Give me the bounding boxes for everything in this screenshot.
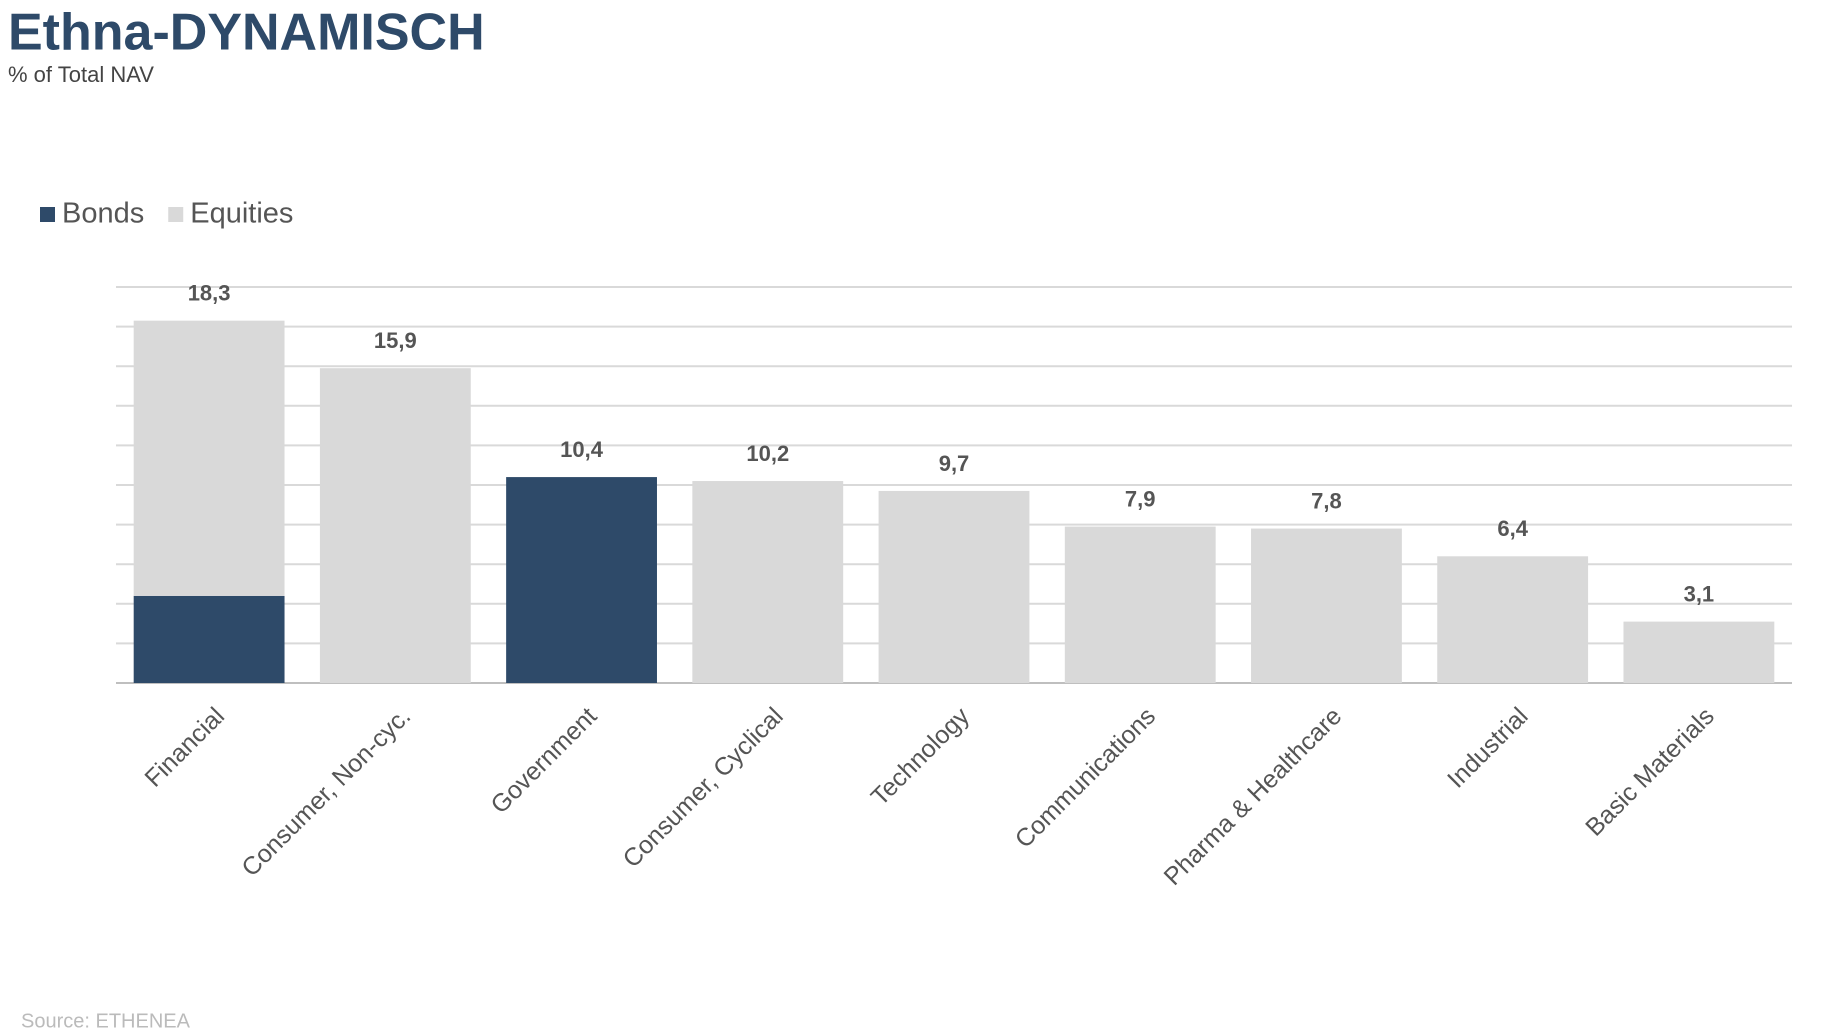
value-label: 6,4 [1497,516,1528,541]
legend-label: Equities [190,198,293,230]
source-note: Source: ETHENEA [21,1010,191,1032]
x-tick-label: Consumer, Non-cyc. [236,702,416,882]
bar-segment [1064,526,1216,683]
bar-segment [1251,528,1402,683]
x-tick-label: Consumer, Cyclical [618,702,789,873]
bar-segment [1623,621,1775,683]
chart-title: Ethna-DYNAMISCH [8,4,485,62]
x-tick-label: Communications [1010,702,1161,853]
chart-subtitle: % of Total NAV [8,62,154,87]
bar-segment [319,368,471,683]
bar-segment [133,595,285,683]
legend-swatch [168,207,184,222]
value-label: 10,2 [746,441,789,466]
bar-segment [692,481,844,683]
value-label: 7,8 [1311,488,1342,513]
value-label: 7,9 [1125,486,1156,511]
x-tick-label: Financial [139,702,230,793]
x-tick-label: Pharma & Healthcare [1159,702,1348,891]
value-label: 10,4 [560,437,604,462]
value-label: 18,3 [188,280,231,305]
x-tick-label: Industrial [1442,702,1534,794]
x-tick-label: Government [485,702,602,819]
legend-swatch [40,207,55,222]
bar-segment [506,477,657,683]
bar-segment [878,490,1030,683]
value-label: 3,1 [1684,581,1715,606]
value-label: 15,9 [374,328,417,353]
x-tick-label: Technology [866,702,976,812]
bar-segment [133,320,285,596]
bar-segment [1437,556,1589,683]
x-tick-label: Basic Materials [1580,702,1720,842]
legend-label: Bonds [62,198,144,230]
value-label: 9,7 [939,451,970,476]
